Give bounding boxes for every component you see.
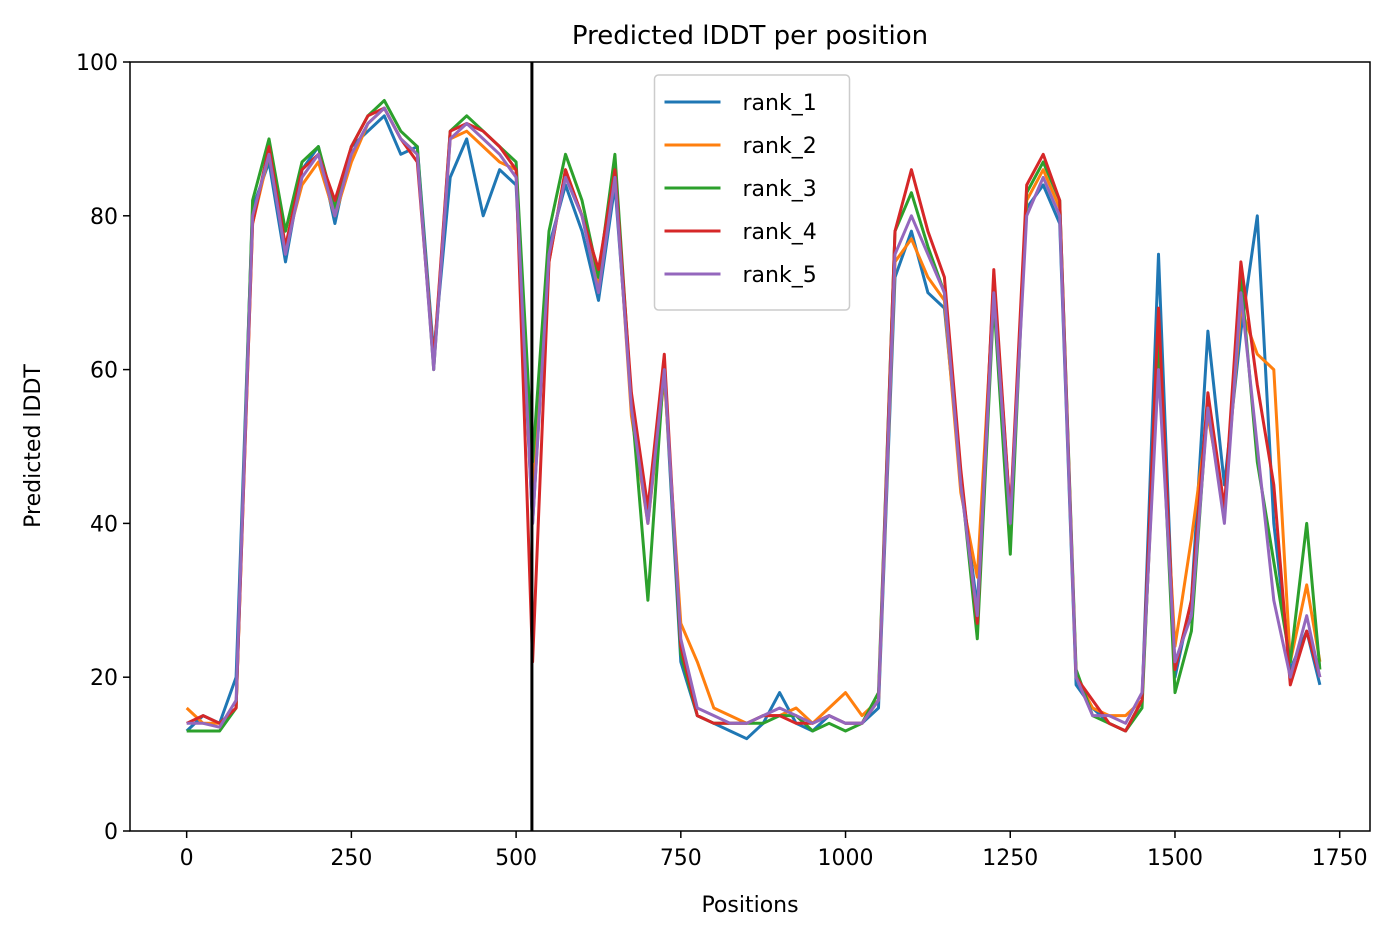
- y-axis-label: Predicted lDDT: [21, 364, 46, 528]
- series-line: [186, 99, 1322, 733]
- legend-label: rank_1: [743, 91, 817, 116]
- x-tick-label: 500: [495, 846, 537, 871]
- x-tick-label: 1750: [1312, 846, 1368, 871]
- x-axis-label: Positions: [701, 893, 798, 918]
- y-tick-label: 100: [76, 51, 118, 76]
- legend: rank_1 rank_2 rank_3 rank_4 rank_5: [653, 74, 851, 311]
- y-tick-label: 20: [90, 666, 118, 691]
- legend-box: [653, 74, 851, 311]
- legend-label: rank_2: [743, 134, 817, 159]
- chart-title: Predicted lDDT per position: [572, 21, 928, 51]
- legend-label: rank_4: [743, 220, 817, 245]
- x-tick-label: 750: [660, 846, 702, 871]
- series-line: [186, 106, 1322, 729]
- x-tick-label: 1000: [818, 846, 874, 871]
- legend-label: rank_5: [743, 263, 817, 288]
- y-tick-label: 80: [90, 205, 118, 230]
- x-tick-label: 0: [180, 846, 194, 871]
- y-tick-label: 40: [90, 512, 118, 537]
- x-tick-label: 250: [330, 846, 372, 871]
- legend-label: rank_3: [743, 177, 817, 202]
- x-tick-label: 1250: [982, 846, 1038, 871]
- y-tick-label: 0: [104, 820, 118, 845]
- plot-frame: [129, 61, 1371, 832]
- y-tick-label: 60: [90, 359, 118, 384]
- x-tick-label: 1500: [1147, 846, 1203, 871]
